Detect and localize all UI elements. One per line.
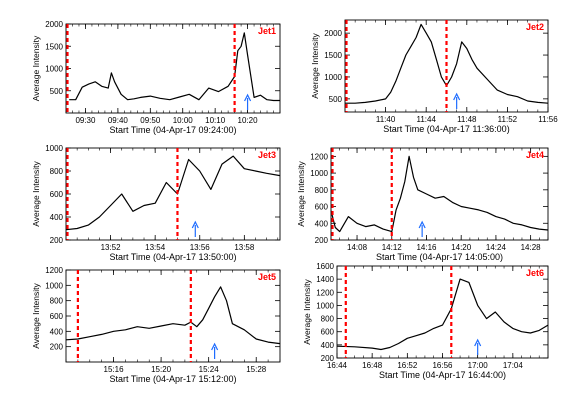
panel-6-y-axis-title: Average Intensity: [302, 278, 312, 344]
panel-4-y-tick-label: 1000: [310, 169, 328, 178]
panel-5-y-tick-label: 800: [50, 297, 64, 306]
panel-1-y-tick-label: 1000: [45, 65, 63, 74]
panel-6-y-tick-label: 1200: [316, 288, 334, 297]
panel-4-y-axis-title: Average Intensity: [296, 160, 306, 226]
panel-6-jet-label: Jet6: [526, 268, 544, 278]
panel-3-y-tick-label: 600: [50, 190, 64, 199]
panel-6-y-tick-label: 600: [321, 328, 335, 337]
panel-2-x-tick-label: 11:52: [498, 115, 518, 124]
panel-5-x-tick-label: 15:20: [151, 365, 172, 374]
panel-4-jet-label: Jet4: [526, 150, 544, 160]
panel-2-y-tick-label: 1500: [324, 51, 342, 60]
panel-1-intensity-curve: [69, 32, 280, 102]
panel-5-y-tick-label: 1000: [45, 281, 63, 290]
panel-1-x-tick-label: 09:30: [75, 116, 96, 125]
panel-2-intensity-curve: [345, 23, 549, 104]
panel-1-x-tick-label: 10:00: [173, 116, 194, 125]
panel-6-y-tick-label: 1000: [316, 301, 334, 310]
panel-1-x-tick-label: 09:50: [140, 116, 161, 125]
panel-2-x-tick-label: 11:40: [376, 115, 396, 124]
panel-3-x-tick-label: 13:54: [145, 243, 166, 252]
panel-4-x-axis-title: Start Time (04-Apr-17 14:05:00): [376, 252, 503, 262]
panel-3-intensity-curve: [65, 155, 281, 231]
panel-1-y-tick-label: 2000: [45, 20, 63, 29]
panel-6-x-tick-label: 16:52: [397, 361, 418, 370]
panel-1-y-tick-label: 1500: [45, 42, 63, 51]
panel-5-y-tick-label: 1200: [45, 266, 63, 275]
panel-5-jet-label: Jet5: [258, 272, 276, 282]
panel-3-blue-arrow-head: [191, 220, 199, 229]
panel-3-x-tick-label: 13:56: [190, 243, 211, 252]
panel-4-x-tick-label: 14:16: [416, 243, 437, 252]
panel-3-x-tick-label: 13:52: [101, 243, 122, 252]
panel-6-y-tick-label: 800: [321, 315, 335, 324]
panel-6-x-tick-label: 16:44: [327, 361, 348, 370]
panel-4-x-tick-label: 14:24: [486, 243, 507, 252]
panel-5-y-axis-title: Average Intensity: [31, 282, 41, 348]
panel-2-x-tick-label: 11:56: [538, 115, 558, 124]
panel-1-jet-label: Jet1: [258, 26, 276, 36]
panel-3-plot-frame: [65, 147, 281, 241]
panel-5-intensity-curve: [65, 286, 281, 345]
panel-5-y-tick-label: 400: [50, 327, 64, 336]
panel-6-x-tick-label: 16:56: [432, 361, 453, 370]
panel-4-y-tick-label: 1200: [310, 152, 328, 161]
panel-2-y-tick-label: 2000: [324, 29, 342, 38]
panel-1-blue-arrow-head: [244, 93, 252, 102]
panel-5-plot-frame: [65, 269, 281, 363]
panel-4-x-tick-label: 14:20: [451, 243, 472, 252]
panel-2-blue-arrow-head: [453, 92, 461, 101]
panel-1-y-axis-title: Average Intensity: [31, 35, 41, 101]
panel-3-x-axis-title: Start Time (04-Apr-17 13:50:00): [109, 252, 236, 262]
panel-5-y-tick-label: 200: [50, 343, 64, 352]
panel-4-blue-arrow-head: [418, 220, 426, 229]
panel-4-y-tick-label: 200: [315, 236, 329, 245]
panel-3-y-tick-label: 800: [50, 167, 64, 176]
panel-6-blue-arrow-head: [474, 338, 482, 347]
panel-6-y-tick-label: 1600: [316, 262, 334, 271]
panel-6-y-tick-label: 1400: [316, 275, 334, 284]
panel-5-blue-arrow-head: [211, 342, 219, 351]
panel-6-plot-frame: [336, 265, 549, 359]
panel-5-x-axis-title: Start Time (04-Apr-17 15:12:00): [109, 374, 236, 384]
panel-6-x-tick-label: 17:04: [503, 361, 524, 370]
panel-2-jet-label: Jet2: [526, 22, 544, 32]
panel-3-x-tick-label: 13:58: [234, 243, 255, 252]
panel-6-x-tick-label: 16:48: [362, 361, 383, 370]
panel-3-y-axis-title: Average Intensity: [31, 160, 41, 226]
panel-6-intensity-curve: [336, 278, 549, 351]
panel-4-x-tick-label: 14:08: [347, 243, 368, 252]
panel-2-x-tick-label: 11:48: [457, 115, 477, 124]
panel-1-x-tick-label: 09:40: [108, 116, 129, 125]
panel-4-plot-frame: [330, 147, 549, 241]
panel-4-x-tick-label: 14:12: [382, 243, 403, 252]
panel-1-x-axis-title: Start Time (04-Apr-17 09:24:00): [109, 125, 236, 135]
panel-5-y-tick-label: 600: [50, 312, 64, 321]
panel-4-y-tick-label: 800: [315, 186, 329, 195]
panel-3-y-tick-label: 400: [50, 213, 64, 222]
panel-4-x-tick-label: 14:28: [521, 243, 542, 252]
panel-2-y-tick-label: 1000: [324, 73, 342, 82]
panel-5-x-tick-label: 15:28: [246, 365, 267, 374]
panel-4-intensity-curve: [330, 155, 549, 233]
panel-4-y-tick-label: 600: [315, 203, 329, 212]
panel-3-y-tick-label: 200: [50, 236, 64, 245]
panel-1-x-tick-label: 10:20: [238, 116, 259, 125]
panel-1-x-tick-label: 10:10: [205, 116, 226, 125]
panel-6-y-tick-label: 200: [321, 354, 335, 363]
panel-6-x-axis-title: Start Time (04-Apr-17 16:44:00): [379, 370, 506, 380]
panel-6-y-tick-label: 400: [321, 341, 335, 350]
panel-3-jet-label: Jet3: [258, 150, 276, 160]
panel-3-y-tick-label: 1000: [45, 144, 63, 153]
panel-2-y-axis-title: Average Intensity: [310, 32, 320, 98]
panel-2-y-tick-label: 500: [329, 95, 343, 104]
panel-2-x-tick-label: 11:44: [416, 115, 436, 124]
panel-6-x-tick-label: 17:00: [468, 361, 489, 370]
panel-1-y-tick-label: 500: [50, 87, 64, 96]
panel-4-y-tick-label: 400: [315, 219, 329, 228]
panel-5-x-tick-label: 15:16: [104, 365, 125, 374]
panel-2-x-axis-title: Start Time (04-Apr-17 11:36:00): [383, 124, 509, 134]
panel-5-x-tick-label: 15:24: [199, 365, 220, 374]
